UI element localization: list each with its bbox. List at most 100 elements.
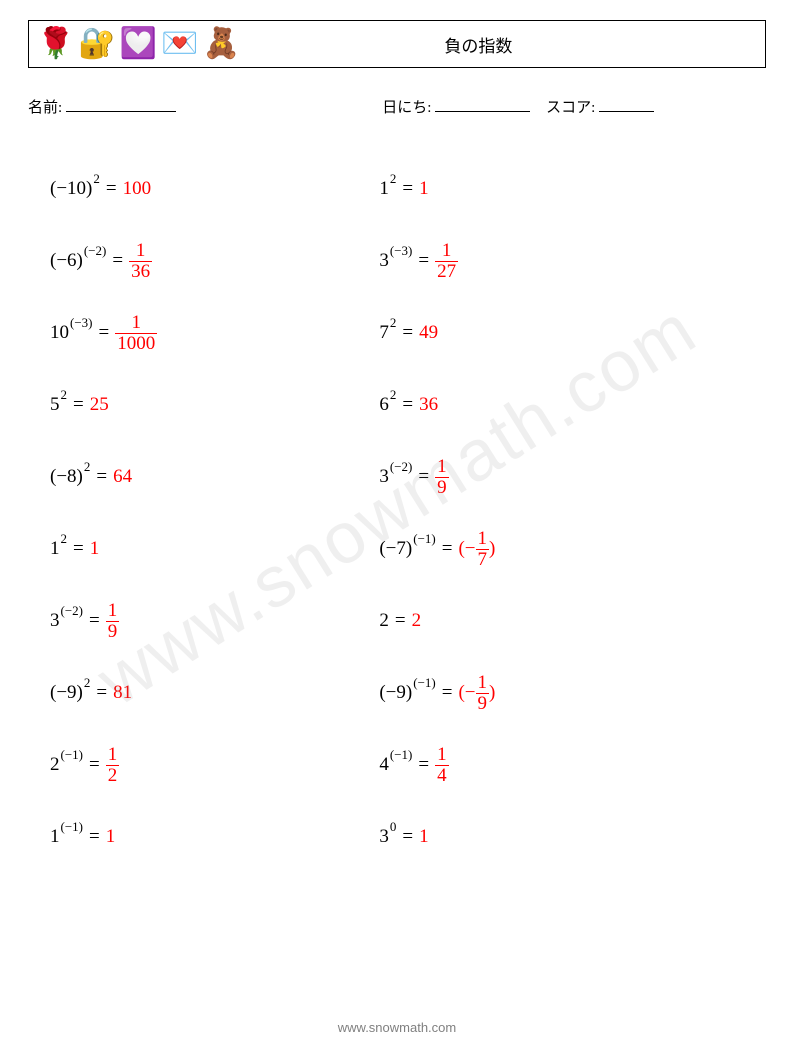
base: 1 [50,538,60,560]
exponent: (−1) [390,747,413,763]
date-line[interactable] [435,98,530,112]
exponent: 2 [84,675,91,691]
answer: 11000 [115,313,157,354]
equals-sign: = [402,178,413,200]
equals-sign: = [418,466,429,488]
exponent: (−1) [413,675,436,691]
answer: 49 [419,322,438,344]
equals-sign: = [89,610,100,632]
base: 3 [50,610,60,632]
problem-row: 4(−1)=14 [379,729,708,801]
expression: 12 [50,538,67,560]
exponent: 2 [390,171,397,187]
equals-sign: = [418,754,429,776]
expression: 12 [379,178,396,200]
exponent: 2 [84,459,91,475]
score-line[interactable] [599,98,654,112]
problem-row: 2 = 2 [379,585,708,657]
base: 10 [50,322,69,344]
equals-sign: = [89,826,100,848]
exponent: (−1) [61,747,84,763]
answer: 81 [113,682,132,704]
answer: 19 [106,601,120,642]
answer: 36 [419,394,438,416]
problem-row: 72=49 [379,297,708,369]
equals-sign: = [418,250,429,272]
name-block: 名前: [28,96,382,117]
equals-sign: = [395,610,406,632]
base: (−8) [50,466,83,488]
expression: (−9)(−1) [379,682,435,704]
answer: 2 [412,610,422,632]
exponent: (−2) [390,459,413,475]
expression: (−6)(−2) [50,250,106,272]
header-emoji: 💌 [161,29,198,59]
problem-row: 62=36 [379,369,708,441]
base: (−10) [50,178,92,200]
base: 5 [50,394,60,416]
base: 6 [379,394,389,416]
exponent: (−3) [70,315,93,331]
expression: 30 [379,826,396,848]
base: 1 [50,826,60,848]
answer: 100 [123,178,152,200]
exponent: 0 [390,819,397,835]
answer: 64 [113,466,132,488]
problem-row: (−7)(−1) =(−17) [379,513,708,585]
problem-row: (−8)2=64 [50,441,379,513]
answer: 1 [106,826,116,848]
expression: (−10)2 [50,178,100,200]
problem-row: 3(−3)=127 [379,225,708,297]
exponent: (−1) [61,819,84,835]
emoji-group: 🌹🔐💟💌🧸 [37,29,240,59]
header-bar: 🌹🔐💟💌🧸 負の指数 [28,20,766,68]
answer: 136 [129,241,152,282]
expression: 3(−2) [50,610,83,632]
expression: 3(−3) [379,250,412,272]
exponent: (−2) [84,243,107,259]
answer: 1 [90,538,100,560]
problem-row: 3(−2)=19 [379,441,708,513]
exponent: 2 [390,387,397,403]
header-emoji: 🌹 [37,29,74,59]
problems-area: (−10)2=100(−6)(−2)=13610(−3)=1100052=25(… [28,153,766,873]
expression: 4(−1) [379,754,412,776]
exponent: (−3) [390,243,413,259]
base: 2 [379,610,389,632]
base: 1 [379,178,389,200]
equals-sign: = [89,754,100,776]
right-column: 12=13(−3)=12772=4962=363(−2)=19(−7)(−1)=… [379,153,708,873]
answer: 1 [419,178,429,200]
answer: (−19) [458,673,495,714]
problem-row: 52 = 25 [50,369,379,441]
expression: 2(−1) [50,754,83,776]
problem-row: (−9)(−1) =(−19) [379,657,708,729]
expression: (−8)2 [50,466,90,488]
expression: 10(−3) [50,322,93,344]
equals-sign: = [73,394,84,416]
answer: (−17) [458,529,495,570]
equals-sign: = [73,538,84,560]
equals-sign: = [112,250,123,272]
base: (−6) [50,250,83,272]
expression: 52 [50,394,67,416]
problem-row: 12=1 [379,153,708,225]
answer: 25 [90,394,109,416]
equals-sign: = [442,682,453,704]
equals-sign: = [106,178,117,200]
base: 3 [379,250,389,272]
equals-sign: = [442,538,453,560]
problem-row: 2(−1)=12 [50,729,379,801]
equals-sign: = [402,322,413,344]
name-line[interactable] [66,98,176,112]
base: 7 [379,322,389,344]
score-label: スコア: [546,100,595,116]
problem-row: 3(−2) = 19 [50,585,379,657]
base: (−7) [379,538,412,560]
worksheet-page: www.snowmath.com 🌹🔐💟💌🧸 負の指数 名前: 日にち: スコア… [0,0,794,1053]
expression: 2 [379,610,389,632]
expression: 1(−1) [50,826,83,848]
worksheet-title: 負の指数 [240,32,757,57]
expression: (−7)(−1) [379,538,435,560]
left-column: (−10)2=100(−6)(−2)=13610(−3)=1100052=25(… [50,153,379,873]
